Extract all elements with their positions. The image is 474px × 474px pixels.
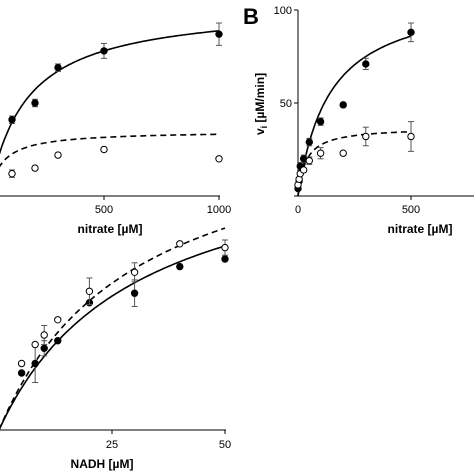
panel-c-point-open bbox=[130, 268, 139, 276]
panel-b-point-filled bbox=[362, 60, 370, 68]
panel-c-point-filled bbox=[31, 359, 39, 368]
panel-b-point-filled bbox=[316, 117, 325, 126]
panel-c-x-axis-label: NADH [µM] bbox=[71, 457, 134, 471]
panel-c-point-open bbox=[31, 340, 39, 349]
panel-b-point-open bbox=[339, 149, 347, 157]
panel-a-x-axis-label: nitrate [µM] bbox=[78, 222, 143, 236]
panel-c-point-open bbox=[54, 316, 62, 324]
panel-c-marks bbox=[0, 227, 229, 430]
panel-b-y-axis-label: vi [µM/min] bbox=[253, 73, 269, 135]
panel-a-point-open bbox=[54, 151, 62, 159]
panel-c: 25 50 NADH [µM] bbox=[0, 227, 231, 471]
panel-a-x-tick-label-1000: 1000 bbox=[207, 204, 231, 216]
panel-b-x-axis-label: nitrate [µM] bbox=[388, 222, 453, 236]
panel-c-point-filled bbox=[40, 344, 48, 352]
panel-b-point-open bbox=[362, 132, 370, 141]
panel-b-fit-dashed bbox=[297, 130, 411, 197]
panel-c-x-tick-label-50: 50 bbox=[219, 439, 231, 451]
panel-c-point-filled bbox=[221, 255, 229, 263]
panel-b-y-tick-label-100: 100 bbox=[274, 5, 292, 17]
panel-b: B 50 100 0 500 nitrate [µM] vi [µM/min] bbox=[243, 4, 474, 236]
panel-a-point-filled bbox=[215, 30, 223, 38]
panel-b-y-tick-label-50: 50 bbox=[280, 98, 292, 110]
panel-a-point-filled bbox=[31, 99, 39, 107]
panel-b-point-filled bbox=[407, 28, 415, 37]
panel-c-point-open bbox=[40, 331, 48, 339]
panel-c-point-filled bbox=[17, 369, 26, 377]
panel-a-point-filled bbox=[100, 47, 108, 55]
panel-b-point-filled bbox=[305, 138, 313, 146]
panel-b-y-axis-label-units: [µM/min] bbox=[253, 73, 267, 126]
panel-c-point-open bbox=[85, 287, 94, 295]
panel-a-point-filled bbox=[54, 63, 62, 72]
panel-b-y-axis-label-v: v bbox=[253, 128, 267, 135]
panel-a-point-open bbox=[31, 164, 39, 172]
panel-a-point-filled bbox=[8, 116, 16, 124]
panel-b-fit-solid bbox=[297, 35, 412, 197]
panel-b-y-axis-label-sub: i bbox=[259, 126, 269, 129]
panel-c-point-open bbox=[221, 243, 229, 252]
panel-c-point-open bbox=[176, 240, 184, 248]
panel-c-fit-dashed bbox=[0, 227, 226, 430]
panel-b-x-tick-label-500: 500 bbox=[402, 204, 420, 216]
panel-b-x-tick-label-0: 0 bbox=[295, 204, 301, 216]
panel-a: 500 1000 nitrate [µM] bbox=[0, 22, 231, 236]
panel-c-point-open bbox=[17, 359, 26, 368]
panel-a-fit-dashed bbox=[0, 133, 219, 168]
panel-c-fit-solid bbox=[0, 245, 226, 430]
panel-a-fit-solid bbox=[0, 30, 220, 155]
panel-a-point-open bbox=[100, 145, 108, 154]
panel-b-marks bbox=[294, 22, 415, 197]
panel-c-point-filled bbox=[54, 337, 62, 345]
panel-b-point-filled bbox=[339, 101, 347, 109]
panel-b-point-open bbox=[316, 149, 325, 157]
panel-b-point-open bbox=[299, 166, 308, 174]
panel-b-point-open bbox=[305, 156, 313, 165]
panel-b-letter: B bbox=[243, 4, 259, 29]
panel-a-point-open bbox=[8, 169, 16, 178]
panel-a-marks bbox=[0, 22, 223, 178]
panel-c-point-filled bbox=[176, 262, 184, 271]
panel-c-point-filled bbox=[130, 289, 139, 297]
panel-a-x-tick-label-500: 500 bbox=[95, 204, 113, 216]
panel-b-point-open bbox=[407, 132, 415, 141]
panel-c-x-tick-label-25: 25 bbox=[106, 439, 118, 451]
panel-a-point-open bbox=[215, 155, 223, 163]
